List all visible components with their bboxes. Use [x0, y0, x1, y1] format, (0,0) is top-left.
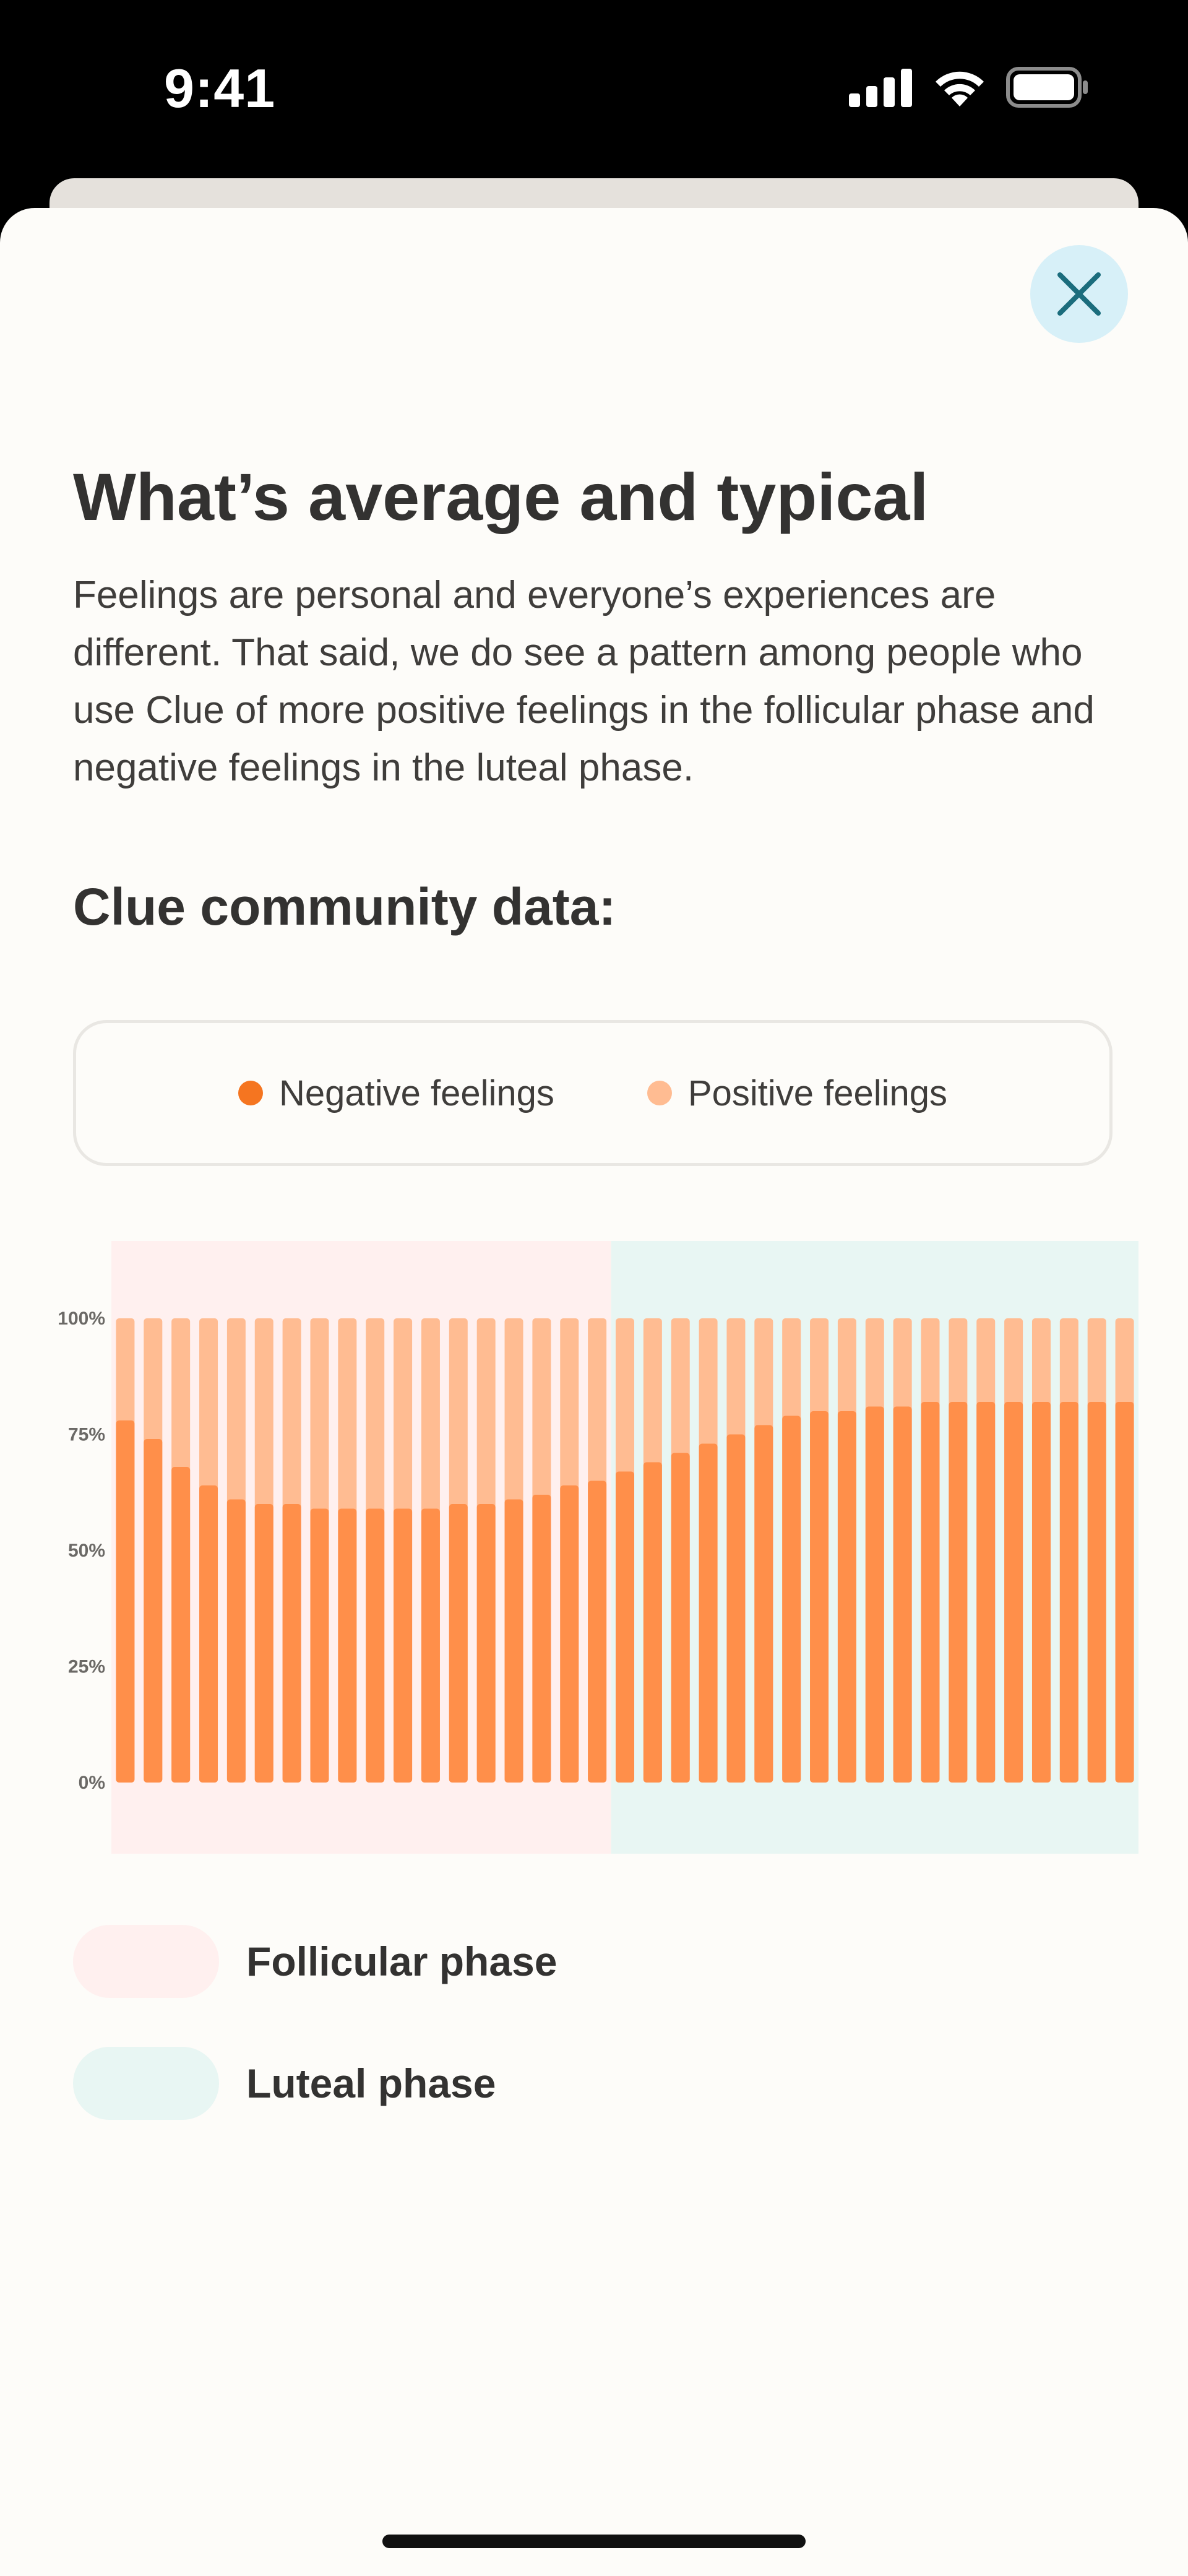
bar-negative [588, 1480, 607, 1783]
bar-negative [421, 1508, 440, 1783]
bar-negative [754, 1425, 773, 1783]
bar-negative [949, 1402, 968, 1783]
bar-negative [532, 1495, 551, 1783]
luteal-swatch [73, 2047, 219, 2120]
positive-dot-icon [647, 1081, 672, 1105]
bar-negative [810, 1411, 829, 1783]
battery-icon [1006, 67, 1088, 108]
bar-negative [449, 1504, 468, 1783]
bar-negative [1031, 1402, 1051, 1783]
description-text: Feelings are personal and everyone’s exp… [73, 574, 1095, 789]
bar-negative [837, 1411, 856, 1783]
bar-negative [1004, 1402, 1023, 1783]
close-button[interactable] [1030, 245, 1128, 343]
follicular-swatch [73, 1925, 219, 1998]
bar-negative [560, 1485, 579, 1783]
bar-negative [1087, 1402, 1106, 1783]
bar-negative [1059, 1402, 1078, 1783]
bar-negative [366, 1508, 385, 1783]
bar-negative [643, 1462, 662, 1783]
legend-item-negative: Negative feelings [238, 1073, 554, 1114]
bar-negative [338, 1508, 357, 1783]
bar-negative [282, 1504, 301, 1783]
feelings-chart: 0% 25% 50% 75% 100% [58, 1241, 1138, 1854]
bar-negative [394, 1508, 413, 1783]
bar-negative [782, 1416, 801, 1783]
bar-negative [226, 1499, 246, 1783]
bar-negative [144, 1439, 163, 1783]
bar-negative [865, 1406, 884, 1783]
bar-negative [476, 1504, 496, 1783]
bar-negative [254, 1504, 273, 1783]
legend-label-positive: Positive feelings [687, 1073, 948, 1113]
phase-legend-luteal: Luteal phase [73, 2047, 496, 2120]
wifi-icon [936, 71, 984, 106]
home-indicator[interactable] [382, 2535, 806, 2548]
bar-negative [616, 1471, 634, 1783]
bar-negative [921, 1402, 940, 1783]
page-title: What’s average and typical [73, 459, 929, 534]
phase-legend-follicular: Follicular phase [73, 1925, 557, 1998]
follicular-label: Follicular phase [246, 1938, 557, 1984]
bar-negative [1115, 1402, 1134, 1783]
follicular-phase-region [111, 1241, 611, 1854]
bar-negative [504, 1499, 523, 1783]
status-bar: 9:41 [0, 0, 1188, 179]
bar-negative [699, 1443, 718, 1783]
bar-negative [671, 1453, 690, 1783]
legend-item-positive: Positive feelings [647, 1073, 947, 1114]
y-tick-label: 0% [79, 1773, 105, 1793]
y-tick-label: 100% [58, 1308, 105, 1329]
bar-negative [893, 1406, 912, 1783]
chart-legend: Negative feelings Positive feelings [73, 1020, 1113, 1166]
bar-negative [726, 1434, 746, 1783]
y-tick-label: 25% [68, 1657, 105, 1677]
cellular-signal-icon [849, 69, 912, 107]
y-tick-label: 75% [68, 1425, 105, 1445]
negative-dot-icon [238, 1081, 263, 1105]
section-subtitle: Clue community data: [73, 878, 616, 936]
y-tick-label: 50% [68, 1541, 105, 1561]
bar-negative [976, 1402, 996, 1783]
status-icons [849, 67, 1089, 108]
status-time: 9:41 [164, 58, 276, 119]
close-icon [1057, 272, 1101, 316]
bar-negative [199, 1485, 218, 1783]
bar-negative [116, 1420, 135, 1783]
bar-negative [171, 1467, 191, 1783]
legend-label-negative: Negative feelings [278, 1073, 554, 1113]
bar-negative [310, 1508, 329, 1783]
luteal-label: Luteal phase [246, 2060, 496, 2106]
